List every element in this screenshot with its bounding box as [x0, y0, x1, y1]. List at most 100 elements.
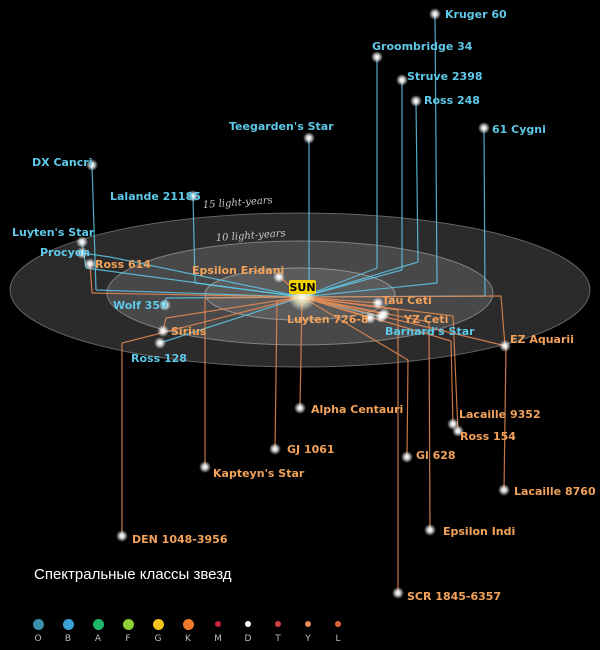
star-label-gj-1061: GJ 1061: [287, 443, 335, 456]
plane-line-lacaille-8760: [301, 296, 507, 347]
star-label-gl-628: Gl 628: [416, 449, 456, 462]
star-dots: [76, 8, 511, 599]
star-label-ross-614: Ross 614: [95, 258, 151, 271]
star-struve-2398: [396, 74, 408, 86]
star-kapteyn-s-star: [199, 461, 211, 473]
star-61-cygni: [478, 122, 490, 134]
star-ross-248: [410, 95, 422, 107]
legend-item-t: T: [266, 619, 290, 644]
star-label-barnard-s-star: Barnard's Star: [385, 325, 475, 338]
legend-dot-icon: [275, 621, 281, 627]
plane-line-epsilon-indi: [301, 296, 430, 323]
star-alpha-centauri: [294, 402, 306, 414]
legend-item-y: Y: [296, 619, 320, 644]
star-lalande-21185: [187, 190, 199, 202]
legend-label: T: [275, 634, 281, 644]
star-gj-1061: [269, 443, 281, 455]
legend-item-b: B: [56, 619, 80, 644]
drop-line-61-cygni: [483, 127, 486, 297]
star-label-yz-ceti: YZ Ceti: [403, 313, 448, 326]
drop-line-lalande-21185: [192, 195, 196, 284]
star-label-struve-2398: Struve 2398: [407, 70, 483, 83]
sun-label: SUN: [289, 281, 315, 294]
star-den-1048-3956: [116, 530, 128, 542]
star-lacaille-8760: [498, 484, 510, 496]
legend-item-m: M: [206, 619, 230, 644]
star-teegarden-s-star: [303, 132, 315, 144]
star-label-lacaille-8760: Lacaille 8760: [514, 485, 596, 498]
plane-line-ross-614: [91, 292, 303, 298]
star-groombridge-34: [371, 51, 383, 63]
star-label-epsilon-eridani: Epsilon Eridani: [192, 264, 284, 277]
plane-line-ross-248: [301, 261, 419, 298]
star-ez-aquarii: [499, 340, 511, 352]
drop-line-ross-154: [452, 315, 459, 432]
star-label-ez-aquarii: EZ Aquarii: [510, 333, 574, 346]
drop-line-ez-aquarii: [500, 295, 506, 347]
star-luyten-726-8: [364, 312, 376, 324]
star-label-den-1048-3956: DEN 1048-3956: [132, 533, 228, 546]
legend-item-k: K: [176, 619, 200, 644]
drop-line-ross-248: [415, 100, 419, 263]
star-ross-614: [84, 258, 96, 270]
plane-line-scr-1845-6357: [301, 296, 399, 311]
star-label-epsilon-indi: Epsilon Indi: [443, 525, 515, 538]
plane-line-luyten-s-star: [85, 267, 303, 298]
star-label-procyon: Procyon: [40, 246, 90, 259]
star-luyten-s-star: [76, 236, 88, 248]
star-label-luyten-s-star: Luyten's Star: [12, 226, 95, 239]
star-label-ross-154: Ross 154: [460, 430, 516, 443]
star-label-ross-128: Ross 128: [131, 352, 187, 365]
star-sirius: [157, 325, 169, 337]
star-epsilon-indi: [424, 524, 436, 536]
legend-label: Y: [305, 634, 311, 644]
legend-label: O: [34, 634, 42, 644]
legend-dot-icon: [215, 621, 221, 627]
plane-line-kruger-60: [301, 282, 438, 298]
star-label-groombridge-34: Groombridge 34: [372, 40, 473, 53]
star-labels: Kruger 60 Groombridge 34 Struve 2398 Ross 2…: [12, 8, 596, 603]
star-ross-128: [154, 337, 166, 349]
plane-line-procyon: [109, 256, 303, 298]
legend-label: F: [125, 634, 131, 644]
star-wolf-359: [159, 299, 171, 311]
legend-label: G: [154, 634, 162, 644]
legend-dot-icon: [152, 619, 164, 630]
spectral-classes-caption: Спектральные классы звезд: [34, 566, 232, 583]
star-label-lacaille-9352: Lacaille 9352: [459, 408, 541, 421]
legend-dot-icon: [122, 619, 134, 630]
legend-item-g: G: [146, 619, 170, 644]
drop-line-gl-628: [406, 359, 409, 458]
legend-item-f: F: [116, 619, 140, 644]
star-label-wolf-359: Wolf 359: [113, 299, 168, 312]
legend-dot-icon: [32, 619, 44, 630]
star-scr-1845-6357: [392, 587, 404, 599]
legend-label: K: [185, 634, 191, 644]
legend-dot-icon: [182, 619, 194, 630]
plane-line-gl-628: [301, 296, 409, 361]
star-epsilon-eridani: [273, 271, 285, 283]
drop-line-kruger-60: [434, 13, 438, 284]
star-label-61-cygni: 61 Cygni: [492, 123, 546, 136]
plane-line-ross-128: [159, 296, 303, 344]
star-label-kapteyn-s-star: Kapteyn's Star: [213, 467, 305, 480]
star-label-tau-ceti: Tau Ceti: [382, 294, 432, 307]
plane-line-kapteyn-s-star: [204, 296, 303, 299]
legend-item-l: L: [326, 619, 350, 644]
drop-line-lacaille-8760: [503, 345, 507, 491]
star-label-scr-1845-6357: SCR 1845-6357: [407, 590, 501, 603]
star-label-teegarden-s-star: Teegarden's Star: [229, 120, 334, 133]
drop-line-lacaille-9352: [450, 340, 454, 425]
star-barnard-s-star: [375, 311, 387, 323]
connector-lines: [81, 13, 507, 593]
star-procyon: [76, 247, 88, 259]
sun-badge: [289, 280, 316, 294]
drop-line-gj-1061: [274, 300, 278, 450]
star-label-luyten-726-8: Luyten 726-8: [287, 313, 369, 326]
legend-dot-icon: [305, 621, 311, 627]
legend-label: L: [335, 634, 341, 644]
plane-line-den-1048-3956: [121, 296, 303, 344]
star-label-lalande-21185: Lalande 21185: [110, 190, 201, 203]
legend-dot-icon: [245, 621, 251, 627]
